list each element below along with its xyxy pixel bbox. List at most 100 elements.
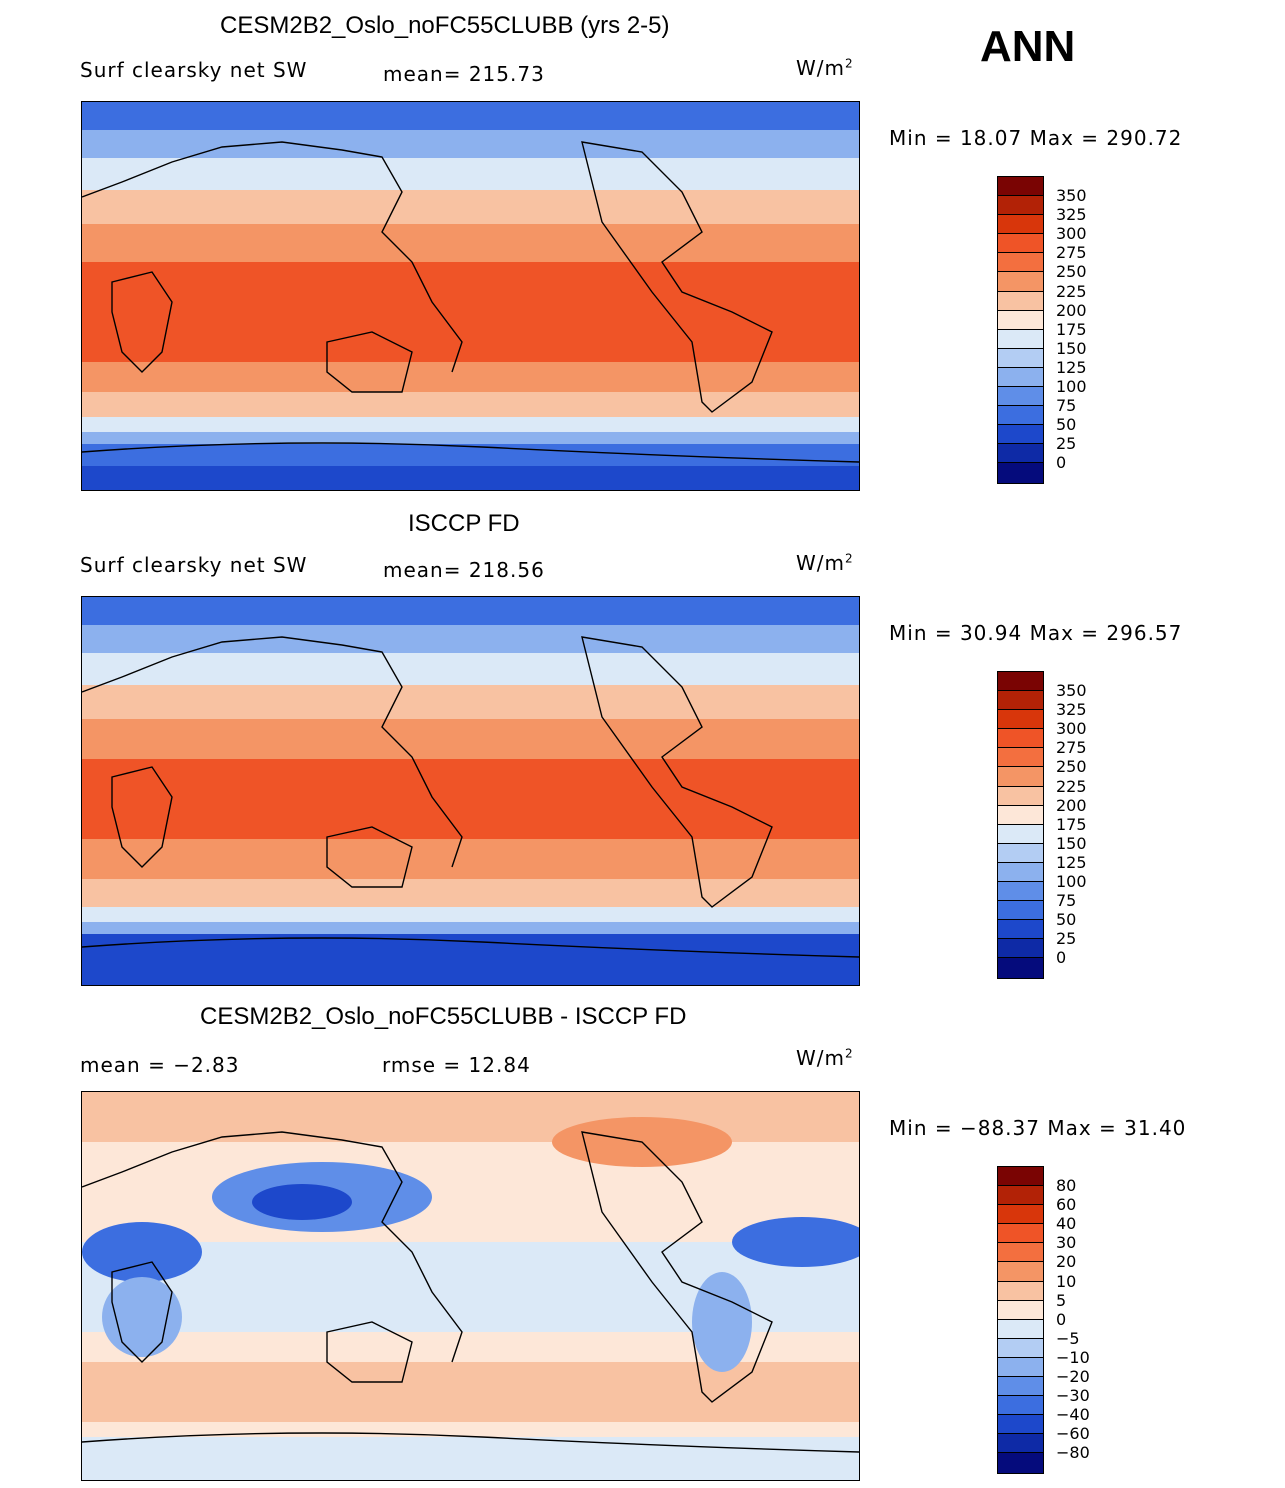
colorbar-swatch <box>998 805 1043 825</box>
colorbar-swatch <box>998 387 1043 407</box>
colorbar-swatch <box>998 196 1043 216</box>
colorbar-swatch <box>998 348 1043 368</box>
panel-2-title: ISCCP FD <box>408 510 520 537</box>
colorbar-swatch <box>998 767 1043 787</box>
panel-1-colorbar <box>997 176 1044 484</box>
panel-3-map <box>81 1091 860 1481</box>
colorbar-swatch <box>998 748 1043 768</box>
colorbar-swatch <box>998 1167 1043 1187</box>
colorbar-tick-label: 300 <box>1056 719 1087 739</box>
colorbar-tick-label: 350 <box>1056 186 1087 205</box>
colorbar-tick-label: 325 <box>1056 700 1087 720</box>
panel-3-minmax: Min = −88.37 Max = 31.40 <box>889 1116 1187 1140</box>
colorbar-tick-label: 60 <box>1056 1195 1077 1215</box>
colorbar-swatch <box>998 1262 1043 1282</box>
colorbar-swatch <box>998 958 1043 978</box>
colorbar-tick-label: 75 <box>1056 396 1077 416</box>
colorbar-swatch <box>998 1319 1043 1339</box>
colorbar-swatch <box>998 901 1043 921</box>
colorbar-swatch <box>998 882 1043 902</box>
colorbar-swatch <box>998 672 1043 692</box>
colorbar-swatch <box>998 710 1043 730</box>
colorbar-swatch <box>998 1357 1043 1378</box>
colorbar-swatch <box>998 1338 1043 1358</box>
colorbar-tick-label: 300 <box>1056 224 1087 244</box>
panel-1-mean: mean= 215.73 <box>383 62 545 86</box>
colorbar-swatch <box>998 425 1043 445</box>
colorbar-swatch <box>998 939 1043 959</box>
colorbar-swatch <box>998 253 1043 273</box>
colorbar-tick-label: 0 <box>1056 1309 1067 1329</box>
panel-3-rmse: rmse = 12.84 <box>382 1053 531 1077</box>
colorbar-tick-label: 175 <box>1056 814 1087 834</box>
colorbar-swatch <box>998 234 1043 254</box>
colorbar-swatch <box>998 920 1043 940</box>
colorbar-swatch <box>998 691 1043 711</box>
panel-2-map <box>81 596 860 986</box>
colorbar-swatch <box>998 1300 1043 1320</box>
colorbar-swatch <box>998 463 1043 483</box>
colorbar-swatch <box>998 272 1043 292</box>
panel-2-variable-label: Surf clearsky net SW <box>80 553 308 577</box>
colorbar-swatch <box>998 1205 1043 1225</box>
colorbar-tick-label: −80 <box>1056 1443 1090 1463</box>
colorbar-tick-label: 125 <box>1056 357 1087 377</box>
colorbar-swatch <box>998 177 1043 197</box>
colorbar-swatch <box>998 843 1043 863</box>
panel-1-variable-label: Surf clearsky net SW <box>80 58 308 82</box>
panel-2-minmax: Min = 30.94 Max = 296.57 <box>889 621 1183 645</box>
colorbar-tick-label: 250 <box>1056 262 1087 282</box>
colorbar-swatch <box>998 1224 1043 1244</box>
colorbar-swatch <box>998 786 1043 806</box>
colorbar-tick-label: 50 <box>1056 910 1077 930</box>
colorbar-tick-label: 10 <box>1056 1271 1077 1291</box>
colorbar-swatch <box>998 1281 1043 1301</box>
colorbar-tick-label: 150 <box>1056 338 1087 358</box>
colorbar-swatch <box>998 1243 1043 1263</box>
colorbar-swatch <box>998 310 1043 330</box>
panel-1-map <box>81 101 860 491</box>
colorbar-tick-label: 350 <box>1056 681 1087 700</box>
colorbar-tick-label: 40 <box>1056 1214 1077 1234</box>
season-label: ANN <box>980 22 1076 71</box>
panel-1-title: CESM2B2_Oslo_noFC55CLUBB (yrs 2-5) <box>220 12 670 39</box>
colorbar-tick-label: 75 <box>1056 891 1077 911</box>
colorbar-swatch <box>998 291 1043 311</box>
colorbar-tick-label: 50 <box>1056 415 1077 435</box>
colorbar-swatch <box>998 215 1043 235</box>
colorbar-tick-label: 25 <box>1056 929 1077 949</box>
colorbar-tick-label: 25 <box>1056 434 1077 454</box>
colorbar-tick-label: −20 <box>1056 1367 1090 1386</box>
panel-3-units: W/m2 <box>796 1046 854 1070</box>
colorbar-tick-label: 200 <box>1056 300 1087 320</box>
colorbar-tick-label: 225 <box>1056 776 1087 796</box>
colorbar-tick-label: −60 <box>1056 1424 1090 1444</box>
colorbar-swatch <box>998 1453 1043 1473</box>
colorbar-tick-label: 80 <box>1056 1176 1077 1195</box>
panel-2-colorbar <box>997 671 1044 979</box>
colorbar-tick-label: −10 <box>1056 1347 1090 1367</box>
colorbar-swatch <box>998 729 1043 749</box>
colorbar-tick-label: −5 <box>1056 1328 1080 1348</box>
colorbar-swatch <box>998 862 1043 883</box>
colorbar-tick-label: 20 <box>1056 1252 1077 1272</box>
colorbar-tick-label: −40 <box>1056 1405 1090 1425</box>
colorbar-swatch <box>998 1186 1043 1206</box>
panel-3-colorbar <box>997 1166 1044 1474</box>
panel-1-units: W/m2 <box>796 56 854 80</box>
colorbar-tick-label: 30 <box>1056 1233 1077 1253</box>
colorbar-tick-label: −30 <box>1056 1386 1090 1406</box>
colorbar-swatch <box>998 1377 1043 1397</box>
panel-2-mean: mean= 218.56 <box>383 558 545 582</box>
colorbar-swatch <box>998 367 1043 388</box>
colorbar-swatch <box>998 1415 1043 1435</box>
colorbar-swatch <box>998 1434 1043 1454</box>
colorbar-swatch <box>998 406 1043 426</box>
panel-3-mean: mean = −2.83 <box>80 1053 240 1077</box>
colorbar-tick-label: 175 <box>1056 319 1087 339</box>
panel-3-title: CESM2B2_Oslo_noFC55CLUBB - ISCCP FD <box>200 1003 687 1030</box>
colorbar-tick-label: 0 <box>1056 948 1067 968</box>
panel-2-units: W/m2 <box>796 551 854 575</box>
colorbar-tick-label: 250 <box>1056 757 1087 777</box>
colorbar-tick-label: 5 <box>1056 1290 1067 1310</box>
